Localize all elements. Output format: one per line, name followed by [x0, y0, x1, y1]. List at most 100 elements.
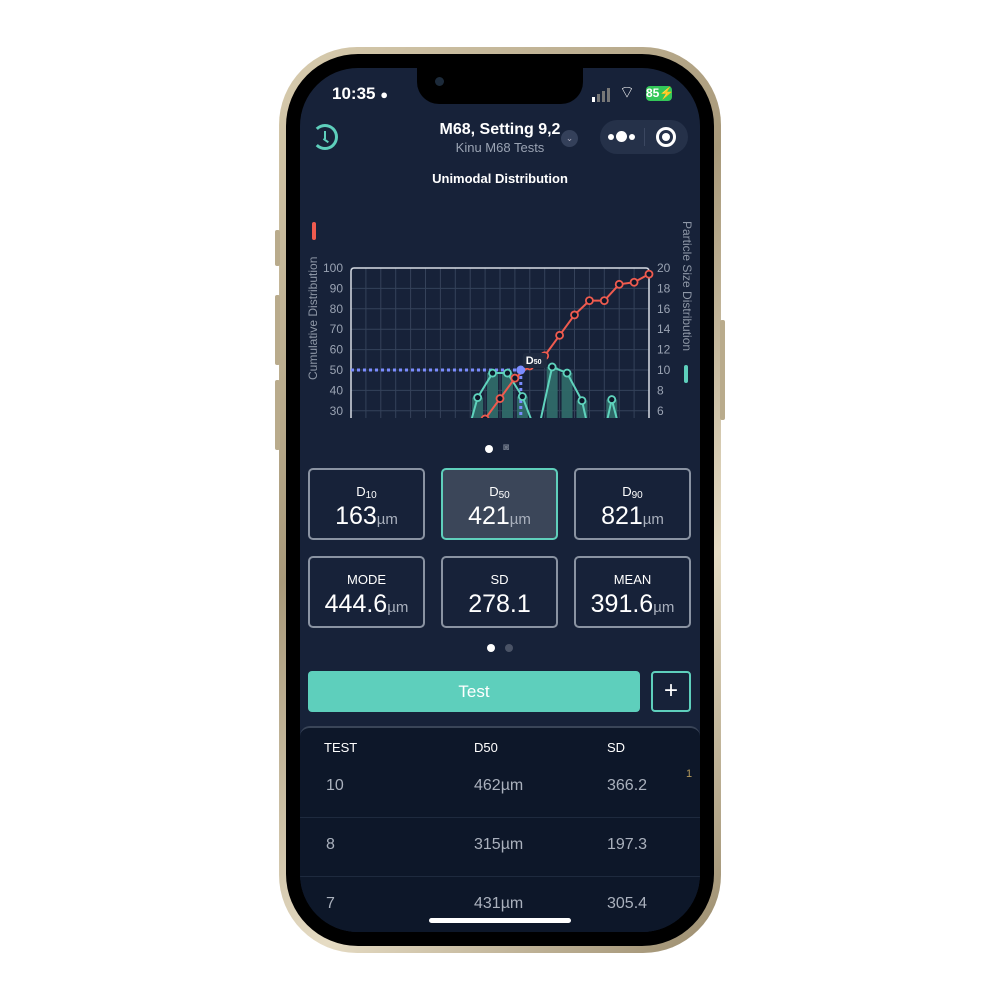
- right-tick-label: 16: [657, 302, 671, 316]
- history-icon[interactable]: [312, 124, 338, 150]
- metric-unit: µm: [653, 599, 675, 616]
- chart-title: Unimodal Distribution: [432, 171, 568, 186]
- metric-value: 444.6µm: [324, 590, 409, 618]
- right-tick-label: 14: [657, 322, 671, 336]
- header-d50[interactable]: D50: [474, 740, 498, 755]
- home-indicator[interactable]: [429, 918, 571, 923]
- distribution-icon[interactable]: [608, 129, 638, 145]
- volume-up: [275, 295, 280, 365]
- psd-bar: [606, 399, 618, 418]
- cell-d50: 462µm: [474, 777, 524, 794]
- metric-value: 391.6µm: [590, 590, 675, 618]
- cumulative-point[interactable]: [644, 269, 654, 279]
- table-row[interactable]: 7 431µm 305.4: [300, 878, 700, 932]
- screen: 10:35 ● ⌔ 85⚡ M68, Setting 9,2 Kinu M68 …: [300, 68, 700, 932]
- cumulative-point[interactable]: [584, 296, 594, 306]
- header-test[interactable]: TEST: [324, 740, 358, 755]
- right-tick-label: 6: [657, 404, 664, 418]
- psd-point[interactable]: [503, 368, 512, 378]
- camera-page-icon[interactable]: ◙: [503, 442, 510, 453]
- table-row[interactable]: 8 315µm 197.3: [300, 819, 700, 877]
- record-icon[interactable]: [656, 127, 676, 147]
- battery-level: 85: [646, 86, 660, 100]
- power-button: [720, 320, 725, 420]
- notch: [417, 68, 583, 104]
- metric-value: 278.1: [468, 590, 531, 618]
- volume-down: [275, 380, 280, 450]
- cumulative-point[interactable]: [629, 277, 639, 287]
- view-toggle: [600, 120, 688, 154]
- d50-label-bg: [522, 353, 547, 368]
- cell-test: 8: [326, 836, 335, 853]
- status-time: 10:35 ●: [332, 84, 388, 104]
- cumulative-point[interactable]: [495, 394, 505, 403]
- test-button[interactable]: Test: [308, 671, 640, 712]
- metric-value: 163µm: [335, 502, 398, 530]
- psd-point[interactable]: [488, 368, 497, 378]
- metric-card-d10[interactable]: D10 163µm: [308, 468, 425, 540]
- metric-card-sd[interactable]: SD 278.1: [441, 556, 558, 628]
- metric-card-d90[interactable]: D90 821µm: [574, 468, 691, 540]
- psd-point[interactable]: [607, 395, 617, 404]
- left-axis-label: Cumulative Distribution: [306, 256, 320, 380]
- page-title[interactable]: M68, Setting 9,2: [439, 121, 561, 138]
- cumulative-point[interactable]: [510, 373, 520, 383]
- tests-table: TEST D50 SD 1 10 462µm 366.2 8 315µm 197.…: [300, 726, 700, 932]
- psd-bar: [576, 400, 588, 418]
- psd-legend-swatch: [684, 365, 688, 383]
- right-tick-label: 10: [657, 363, 671, 377]
- cumulative-point[interactable]: [480, 414, 490, 418]
- battery-icon: 85⚡: [646, 86, 675, 101]
- cell-sd: 305.4: [607, 895, 648, 912]
- psd-bar: [516, 396, 528, 418]
- page-dot-active[interactable]: [485, 445, 493, 453]
- psd-point[interactable]: [577, 396, 587, 406]
- add-button[interactable]: +: [651, 671, 691, 712]
- signal-icon: [592, 88, 610, 102]
- time-text: 10:35: [332, 84, 376, 103]
- cell-sd: 366.2: [607, 777, 648, 794]
- metric-unit: µm: [642, 511, 664, 528]
- left-tick-label: 30: [330, 404, 344, 418]
- d50-marker[interactable]: [516, 365, 526, 375]
- left-tick-label: 70: [330, 322, 344, 336]
- cumulative-point[interactable]: [555, 330, 565, 340]
- cumulative-point[interactable]: [599, 296, 609, 306]
- psd-bar: [561, 373, 573, 418]
- metric-card-mean[interactable]: MEAN 391.6µm: [574, 556, 691, 628]
- psd-bar: [546, 366, 558, 418]
- metric-label: MODE: [347, 572, 386, 587]
- header-sd[interactable]: SD: [607, 740, 626, 755]
- right-tick-label: 8: [657, 383, 664, 397]
- right-tick-label: 12: [657, 343, 671, 357]
- metric-label: D90: [622, 484, 643, 501]
- metric-label: SD: [490, 572, 509, 587]
- cell-sd: 197.3: [607, 836, 648, 853]
- left-tick-label: 60: [330, 343, 344, 357]
- cell-d50: 315µm: [474, 836, 524, 853]
- right-axis-label: Particle Size Distribution: [680, 221, 694, 352]
- person-icon: ●: [380, 87, 389, 102]
- chevron-down-icon[interactable]: ⌄: [561, 130, 578, 147]
- left-tick-label: 40: [330, 383, 344, 397]
- metric-unit: µm: [509, 511, 531, 528]
- cumulative-point[interactable]: [570, 310, 579, 320]
- psd-point[interactable]: [547, 362, 557, 372]
- metric-value: 821µm: [601, 502, 664, 530]
- distribution-chart[interactable]: 010203040506070809010002468101214161820D…: [300, 188, 700, 418]
- cell-test: 7: [326, 895, 335, 912]
- psd-point[interactable]: [517, 392, 527, 401]
- mute-switch: [275, 230, 280, 266]
- cumulative-point[interactable]: [614, 279, 624, 289]
- table-row[interactable]: 10 462µm 366.2: [300, 760, 700, 818]
- psd-bar: [501, 373, 513, 418]
- metrics-page-dot-active[interactable]: [487, 644, 495, 652]
- psd-bar: [472, 397, 484, 418]
- metrics-page-dot[interactable]: [505, 644, 513, 652]
- psd-point[interactable]: [473, 393, 483, 402]
- psd-point[interactable]: [562, 368, 572, 378]
- wifi-icon: ⌔: [619, 83, 635, 102]
- psd-bar: [487, 373, 499, 418]
- metric-card-d50[interactable]: D50 421µm: [441, 468, 558, 540]
- metric-card-mode[interactable]: MODE 444.6µm: [308, 556, 425, 628]
